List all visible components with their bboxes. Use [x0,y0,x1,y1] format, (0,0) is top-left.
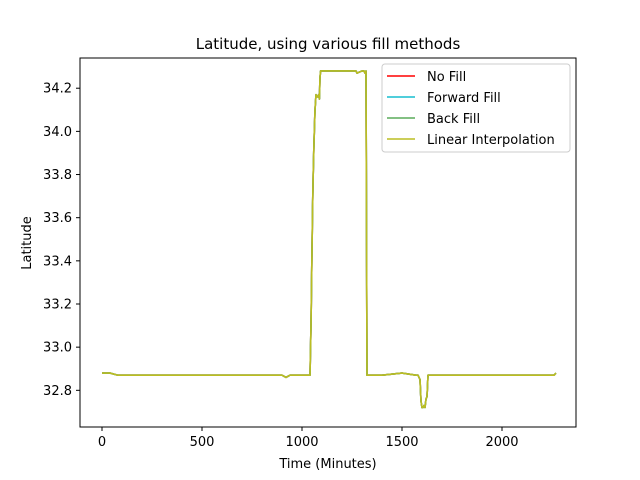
x-tick-label: 1000 [285,435,318,450]
y-tick-label: 34.2 [43,82,72,97]
legend-label-3: Linear Interpolation [427,133,555,148]
y-tick-label: 33.6 [43,211,72,226]
x-axis-title: Time (Minutes) [278,457,376,472]
y-tick-label: 33.8 [43,168,72,183]
y-axis-title: Latitude [20,216,35,270]
legend-label-0: No Fill [427,70,466,85]
series-line-3 [102,70,557,409]
x-tick-label: 1500 [385,435,418,450]
chart-title: Latitude, using various fill methods [196,35,461,53]
y-tick-label: 33.0 [43,341,72,356]
plot-frame [79,57,577,428]
series-layer [102,70,557,409]
legend-frame [381,63,571,153]
legend-label-2: Back Fill [427,112,480,127]
x-tick-label: 500 [190,435,215,450]
legend: No Fill Forward Fill Back Fill Linear Inter… [381,63,571,153]
y-tick-label: 33.4 [43,254,72,269]
y-axis-ticks: 32.8 33.0 33.2 33.4 33.6 33.8 34.0 34.2 [43,82,80,399]
x-tick-label: 2000 [485,435,518,450]
y-tick-label: 34.0 [43,125,72,140]
y-tick-label: 32.8 [43,384,72,399]
y-tick-label: 33.2 [43,298,72,313]
x-tick-label: 0 [98,435,106,450]
legend-label-1: Forward Fill [427,91,501,106]
x-axis-ticks: 0 500 1000 1500 2000 [98,427,519,450]
